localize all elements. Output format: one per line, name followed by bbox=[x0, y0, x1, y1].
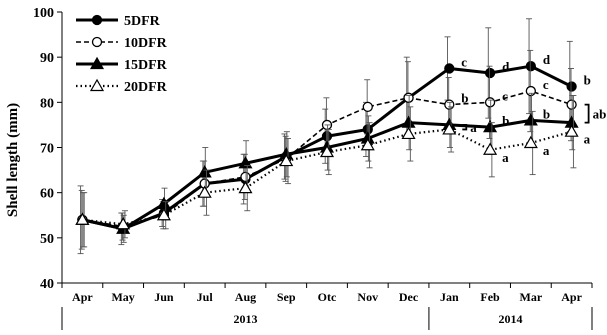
group-bracket: a bbox=[462, 120, 477, 135]
significance-letter: a bbox=[584, 132, 591, 147]
significance-letter: a bbox=[502, 150, 509, 165]
series-line bbox=[82, 90, 572, 228]
data-point bbox=[564, 124, 579, 137]
y-tick-label: 40 bbox=[40, 277, 54, 292]
significance-letter: b bbox=[461, 91, 468, 106]
significance-letter: c bbox=[461, 54, 467, 69]
x-tick-label: Feb bbox=[480, 290, 500, 304]
x-tick-label: Apr bbox=[561, 290, 582, 304]
year-label: 2014 bbox=[498, 312, 522, 326]
data-point bbox=[91, 14, 103, 26]
significance-letter: a bbox=[543, 143, 550, 158]
data-point bbox=[523, 135, 538, 149]
data-point bbox=[321, 131, 333, 142]
x-tick-label: Sep bbox=[277, 290, 296, 304]
x-tick-label: Mar bbox=[520, 290, 543, 304]
data-point bbox=[525, 85, 536, 97]
data-point bbox=[523, 113, 538, 126]
legend-label: 15DFR bbox=[124, 58, 168, 73]
y-tick-label: 70 bbox=[40, 142, 54, 157]
legend-item: 10DFR bbox=[76, 36, 168, 51]
data-point bbox=[319, 144, 335, 158]
x-tick-label: Jan bbox=[440, 290, 459, 304]
year-label: 2013 bbox=[233, 312, 257, 326]
bracket-label: a bbox=[470, 120, 477, 135]
significance-letter: c bbox=[543, 77, 549, 92]
legend: 5DFR 10DFR 15DFR 20DFR bbox=[76, 14, 168, 95]
data-point bbox=[483, 119, 498, 133]
x-tick-label: Jul bbox=[197, 290, 214, 304]
y-axis-label: Shell length (mm) bbox=[5, 103, 21, 217]
data-point bbox=[566, 81, 577, 92]
data-point bbox=[525, 61, 536, 72]
data-point bbox=[444, 63, 455, 74]
x-tick-label: Apr bbox=[72, 290, 93, 304]
x-tick-label: Aug bbox=[235, 290, 256, 304]
legend-label: 10DFR bbox=[124, 36, 168, 51]
x-tick-label: Nov bbox=[357, 290, 378, 304]
data-point bbox=[156, 208, 171, 221]
x-tick-label: Dec bbox=[399, 290, 419, 304]
legend-item: 15DFR bbox=[76, 56, 168, 73]
y-tick-label: 60 bbox=[40, 187, 54, 202]
legend-item: 5DFR bbox=[76, 14, 161, 29]
data-point bbox=[116, 217, 131, 230]
data-point bbox=[89, 78, 105, 92]
data-point bbox=[362, 101, 373, 112]
legend-label: 5DFR bbox=[124, 14, 161, 29]
data-point bbox=[444, 99, 455, 110]
data-point bbox=[91, 36, 103, 48]
significance-letter: d bbox=[502, 59, 510, 74]
x-tick-label: May bbox=[111, 290, 134, 304]
significance-letter: b bbox=[543, 106, 550, 121]
significance-letter: b bbox=[502, 113, 509, 128]
group-bracket: ab bbox=[584, 103, 607, 124]
data-point bbox=[89, 56, 105, 70]
x-tick-label: Otc bbox=[318, 290, 337, 304]
data-point bbox=[483, 142, 498, 155]
data-point bbox=[566, 99, 577, 110]
significance-letter: d bbox=[543, 52, 551, 67]
legend-item: 20DFR bbox=[76, 78, 168, 95]
data-point bbox=[238, 180, 253, 194]
significance-letter: b bbox=[584, 73, 591, 88]
y-tick-label: 100 bbox=[33, 6, 54, 21]
data-point bbox=[197, 165, 212, 178]
data-point bbox=[484, 67, 496, 79]
y-tick-label: 90 bbox=[40, 51, 54, 66]
data-point bbox=[197, 185, 212, 198]
legend-label: 20DFR bbox=[124, 80, 168, 95]
data-point bbox=[279, 153, 294, 167]
axes: 40 50 60 70 80 90 100 Apr May Jun Jul Aug Sep Otc Nov D… bbox=[33, 6, 593, 330]
y-tick-label: 50 bbox=[40, 232, 54, 247]
data-point bbox=[484, 97, 496, 108]
data-point bbox=[75, 212, 90, 225]
data-point bbox=[240, 171, 251, 183]
data-point bbox=[401, 126, 416, 140]
significance-letter: c bbox=[502, 88, 508, 103]
bracket-line bbox=[584, 103, 590, 124]
bracket-line bbox=[462, 124, 468, 131]
data-point bbox=[442, 122, 457, 135]
series-20DFR: a a a bbox=[75, 95, 591, 248]
bracket-label: ab bbox=[593, 107, 607, 122]
data-point bbox=[360, 138, 375, 151]
data-point bbox=[403, 92, 414, 103]
x-tick-label: Jun bbox=[154, 290, 174, 304]
y-tick-label: 80 bbox=[40, 96, 54, 111]
